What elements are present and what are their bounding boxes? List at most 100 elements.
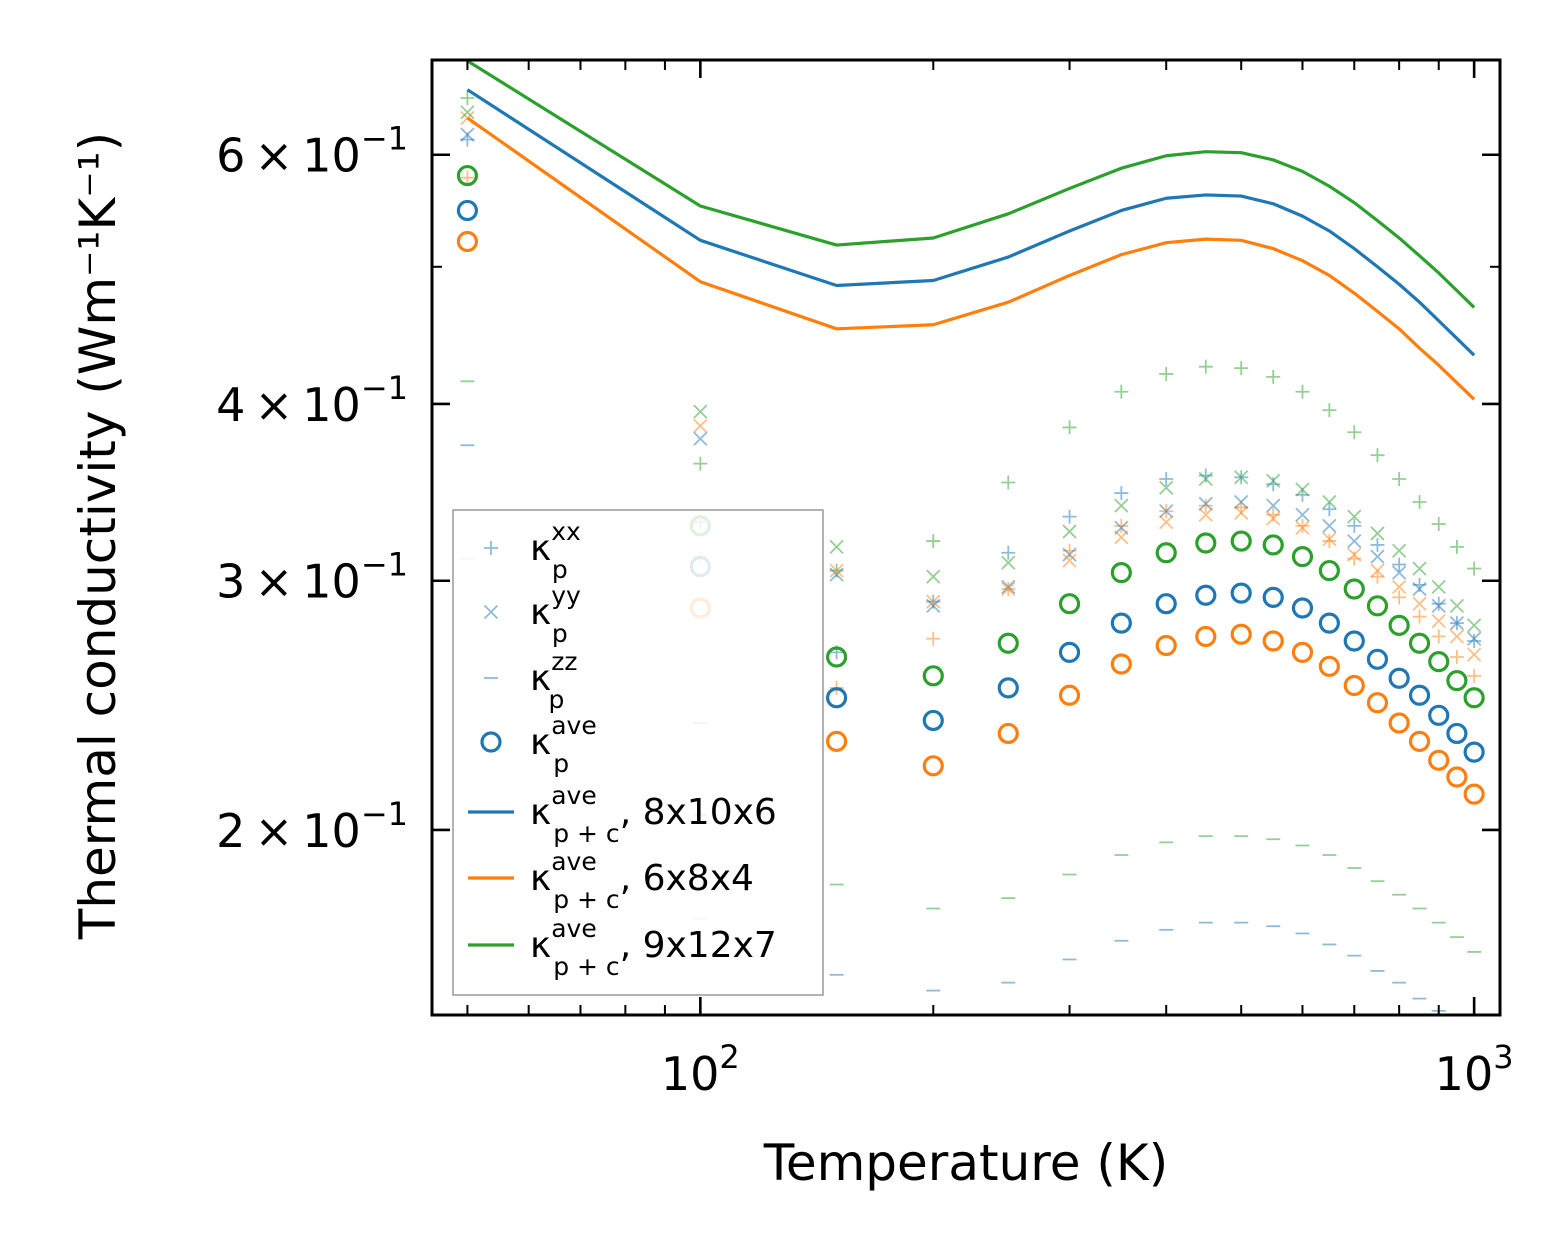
data-point--p-yy-6x8x4- [1449,629,1465,644]
data-point--p-yy-6x8x4- [1295,520,1310,535]
y-tick-label: 3 × 10−1 [216,546,408,609]
data-point--p-ave-9x12x7- [997,632,1019,654]
data-point--p-xx-9x12x7- [1322,403,1337,418]
data-point--p-ave-6x8x4- [1230,623,1252,645]
data-point--p-ave-8x10x6- [922,709,944,732]
data-point--p-ave-9x12x7- [1446,670,1468,692]
data-point--p-ave-9x12x7- [1291,546,1314,568]
legend-label: κxx p [530,517,581,584]
y-axis-title: Thermal conductivity (Wm⁻¹K⁻¹) [69,132,127,940]
data-point--p-yy-8x10x6- [693,431,708,446]
data-point--p-ave-6x8x4- [1155,634,1177,657]
data-point--p-yy-6x8x4- [1234,505,1249,521]
data-point--p-xx-9x12x7- [1159,366,1174,381]
data-point--p-xx-9x12x7- [1370,448,1385,463]
data-point--p-yy-9x12x7- [1347,509,1362,524]
legend-box [452,509,824,996]
x-tick-label: 102 [661,1038,740,1101]
data-point--p-ave-8x10x6- [1366,648,1389,670]
data-point--p-xx-9x12x7- [460,91,475,106]
data-point--p-yy-6x8x4- [1392,579,1407,595]
data-point--p-yy-9x12x7- [1412,561,1427,576]
data-point--p-xx-6x8x4- [1449,649,1464,664]
data-point--p-ave-6x8x4- [1428,749,1450,771]
data-point--p-xx-6x8x4- [1431,629,1446,644]
data-point--p-yy-6x8x4- [1370,563,1385,578]
data-point--p-yy-9x12x7- [1234,470,1249,485]
legend-label: κave p + c, 8x10x6 [530,781,777,848]
data-point--p-xx-8x10x6- [1347,518,1362,533]
data-point--p-xx-9x12x7- [1062,420,1077,435]
data-point--p-ave-9x12x7- [1408,632,1431,654]
data-point--p-yy-6x8x4- [1114,530,1129,545]
data-point--p-xx-9x12x7- [1114,384,1129,399]
data-point--p-xx-8x10x6- [1114,486,1129,501]
data-point--p-ave-6x8x4- [1110,653,1132,675]
data-point--p-xx-9x12x7- [1412,495,1427,510]
series-line--p-c-ave-9x12x7 [466,60,1476,309]
data-point--p-xx-9x12x7- [926,534,941,549]
data-point--p-yy-8x10x6- [1295,507,1310,522]
data-point--p-yy-6x8x4- [829,563,844,578]
data-point--p-xx-9x12x7- [1001,475,1016,490]
data-point--p-yy-8x10x6- [1392,565,1407,580]
data-point--p-xx-6x8x4- [1412,609,1427,624]
data-point--p-yy-9x12x7- [1198,471,1213,487]
data-point--p-xx-9x12x7- [1198,359,1213,374]
data-point--p-yy-8x10x6- [1001,579,1016,595]
data-point--p-ave-9x12x7- [1262,534,1284,556]
data-point--p-yy-9x12x7- [1001,555,1016,570]
data-point--p-ave-9x12x7- [1463,687,1485,709]
data-point--p-xx-6x8x4- [926,631,941,646]
data-point--p-xx-8x10x6- [1392,557,1407,572]
data-point--p-ave-9x12x7- [1058,593,1081,615]
data-point--p-yy-8x10x6- [1322,518,1337,534]
legend-swatch-x [483,604,499,620]
data-point--p-xx-8x10x6- [1062,509,1077,524]
data-point--p-xx-9x12x7- [693,456,708,471]
data-point--p-yy-8x10x6- [1347,533,1362,549]
data-point--p-xx-8x10x6- [1159,472,1174,487]
data-point--p-ave-9x12x7- [1388,614,1410,636]
data-point--p-ave-6x8x4- [826,730,848,752]
data-point--p-yy-8x10x6- [1234,494,1249,510]
data-point--p-ave-8x10x6- [456,199,479,222]
data-point--p-yy-8x10x6- [1370,549,1385,564]
data-point--p-ave-8x10x6- [1408,684,1431,706]
series-line--p-c-ave-6x8x4 [466,116,1476,401]
data-point--p-yy-6x8x4- [1159,515,1174,530]
y-tick-label: 6 × 10−1 [216,120,408,183]
data-point--p-yy-9x12x7- [829,539,844,555]
data-point--p-yy-9x12x7- [926,569,941,584]
data-point--p-xx-6x8x4- [1114,518,1129,533]
data-point--p-yy-6x8x4- [1431,613,1446,629]
data-point--p-ave-8x10x6- [1262,586,1284,608]
data-point--p-yy-9x12x7- [1266,473,1281,488]
data-point--p-yy-9x12x7- [460,105,475,120]
data-point--p-ave-8x10x6- [1428,704,1450,726]
x-tick-label: 103 [1435,1038,1514,1101]
data-point--p-ave-6x8x4- [1366,692,1389,714]
data-point--p-yy-8x10x6- [1266,498,1281,513]
data-point--p-yy-9x12x7- [1114,498,1129,513]
legend-label: κave p + c, 9x12x7 [530,914,777,981]
data-point--p-yy-9x12x7- [1467,618,1482,633]
data-point--p-ave-9x12x7- [1195,532,1217,554]
legend-label: κave p [530,711,597,778]
data-point--p-ave-6x8x4- [1058,684,1081,706]
x-axis-title: Temperature (K) [763,1134,1168,1192]
data-point--p-yy-9x12x7- [1159,480,1174,495]
data-point--p-yy-9x12x7- [1370,526,1385,541]
data-point--p-yy-8x10x6- [1449,616,1465,631]
data-point--p-ave-6x8x4- [1388,712,1410,734]
data-point--p-yy-8x10x6- [1159,503,1174,519]
data-point--p-ave-8x10x6- [1343,630,1365,652]
data-point--p-yy-6x8x4- [1062,553,1077,568]
data-point--p-yy-6x8x4- [1347,547,1362,562]
data-point--p-ave-9x12x7- [826,646,848,668]
legend-swatch-circle [480,731,502,753]
data-point--p-ave-9x12x7- [1366,595,1389,617]
data-point--p-ave-8x10x6- [1230,582,1252,604]
